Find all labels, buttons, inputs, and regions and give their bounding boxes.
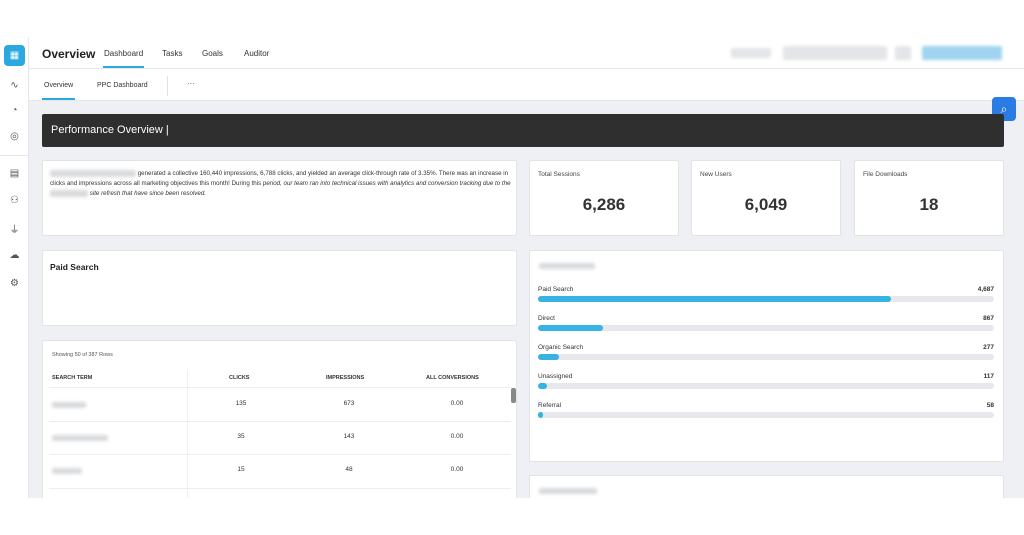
channel-value: 277: [983, 344, 994, 351]
kpi-card-file-downloads: File Downloads 18: [854, 160, 1004, 236]
channel-bar-fill: [538, 383, 547, 389]
blurred-search-term: [52, 468, 82, 474]
tab-goals[interactable]: Goals: [202, 49, 223, 58]
channel-value: 4,687: [977, 286, 994, 293]
channel-label: Direct: [538, 315, 555, 322]
banner-title: Performance Overview |: [51, 124, 169, 136]
cell-clicks: 35: [237, 433, 245, 440]
rows-count: Showing 50 of 387 Rows: [52, 352, 113, 358]
tab-dashboard[interactable]: Dashboard: [102, 49, 145, 68]
header-search-term[interactable]: SEARCH TERM: [52, 375, 93, 381]
channel-bar-track: [538, 383, 994, 389]
table-scrollbar[interactable]: [511, 388, 516, 403]
blurred-search-term: [52, 402, 86, 408]
blurred-date-range[interactable]: [783, 46, 887, 60]
channel-bar-track: [538, 354, 994, 360]
channel-bar-track: [538, 296, 994, 302]
blurred-control[interactable]: [731, 48, 771, 58]
blurred-card-title: [539, 488, 597, 494]
channel-label: Paid Search: [538, 286, 574, 293]
top-bar: Overview Dashboard Tasks Goals Auditor: [29, 38, 1024, 69]
cell-clicks: 15: [237, 466, 245, 473]
pulse-icon[interactable]: ∿: [10, 80, 19, 91]
cell-impressions: 48: [345, 466, 353, 473]
channel-value: 117: [983, 373, 995, 380]
gear-icon[interactable]: ⚙: [10, 278, 19, 289]
cloud-icon[interactable]: ☁: [9, 250, 20, 261]
channel-label: Unassigned: [538, 373, 573, 380]
summary-part2: period, our team ran into technical issu…: [262, 180, 511, 187]
app-frame: ▦ ∿ ◔ ◎ ▤ ⚇ ⏚ ☁ ⚙ Overview Dashboard Tas…: [0, 38, 1024, 498]
subtab-ppc-dashboard[interactable]: PPC Dashboard: [97, 82, 148, 89]
channel-bar-fill: [538, 325, 603, 331]
blurred-client-name: [50, 169, 136, 177]
summary-part3: site refresh that have since been resolv…: [89, 190, 206, 197]
tab-auditor[interactable]: Auditor: [244, 49, 270, 58]
tab-tasks[interactable]: Tasks: [162, 49, 183, 58]
kpi-value: 6,049: [744, 195, 788, 214]
blurred-site-name: [50, 189, 88, 197]
cell-conversions: 0.00: [450, 466, 464, 473]
channel-bar-track: [538, 325, 994, 331]
kpi-card-new-users: New Users 6,049: [691, 160, 841, 236]
header-impressions[interactable]: IMPRESSIONS: [326, 375, 365, 381]
cell-conversions: 0.00: [450, 433, 464, 440]
kpi-label: File Downloads: [863, 171, 908, 178]
channel-bar-track: [538, 412, 994, 418]
kpi-label: New Users: [700, 171, 732, 178]
kpi-card-total-sessions: Total Sessions 6,286: [529, 160, 679, 236]
channel-label: Referral: [538, 402, 562, 409]
bottom-card: [529, 475, 1004, 498]
header-all-conversions[interactable]: ALL CONVERSIONS: [426, 375, 479, 381]
sidebar-divider: [0, 155, 29, 156]
blurred-primary-button[interactable]: [922, 46, 1002, 60]
channel-bar-fill: [538, 354, 559, 360]
kpi-label: Total Sessions: [538, 171, 580, 178]
summary-text: generated a collective 160,440 impressio…: [50, 169, 512, 199]
sidebar: ▦ ∿ ◔ ◎ ▤ ⚇ ⏚ ☁ ⚙: [0, 38, 29, 498]
row-divider: [49, 387, 511, 388]
blurred-search-term: [52, 435, 108, 441]
channel-bar-fill: [538, 412, 543, 418]
header-clicks[interactable]: CLICKS: [229, 375, 250, 381]
grid-icon[interactable]: ▦: [4, 45, 25, 66]
plug-icon[interactable]: ⏚: [9, 225, 20, 236]
subnav-divider: [167, 76, 168, 96]
column-divider: [187, 369, 188, 498]
kpi-value: 18: [919, 195, 939, 214]
channel-label: Organic Search: [538, 344, 584, 351]
blurred-card-title: [539, 263, 595, 269]
blurred-icon-button[interactable]: [895, 46, 911, 60]
row-divider: [49, 421, 511, 422]
summary-part1: generated a collective 160,440 impressio…: [50, 170, 509, 187]
row-divider: [49, 488, 511, 489]
users-icon[interactable]: ⚇: [10, 195, 19, 206]
summary-card: generated a collective 160,440 impressio…: [42, 160, 517, 236]
row-divider: [49, 454, 511, 455]
paid-search-title: Paid Search: [50, 262, 99, 272]
sub-nav: Overview PPC Dashboard ···: [29, 69, 1024, 101]
cell-impressions: 673: [343, 400, 355, 407]
channels-card: Paid Search 4,687 Direct 867 Organic Search 2…: [529, 250, 1004, 462]
search-terms-table: Showing 50 of 387 Rows SEARCH TERM CLICK…: [42, 340, 517, 498]
channel-bar-fill: [538, 296, 891, 302]
more-icon[interactable]: ···: [187, 79, 195, 88]
page-title: Overview: [42, 47, 96, 61]
cell-conversions: 0.00: [450, 400, 464, 407]
document-icon[interactable]: ▤: [9, 168, 20, 179]
channel-value: 867: [983, 315, 994, 322]
kpi-value: 6,286: [582, 195, 626, 214]
paid-search-card: Paid Search: [42, 250, 517, 326]
chat-icon[interactable]: ◎: [10, 131, 19, 142]
channel-value: 58: [986, 402, 994, 409]
cell-impressions: 143: [343, 433, 355, 440]
subtab-overview[interactable]: Overview: [41, 82, 76, 100]
cell-clicks: 135: [235, 400, 247, 407]
pie-chart-icon[interactable]: ◔: [11, 105, 18, 116]
performance-banner: Performance Overview |: [42, 114, 1004, 147]
